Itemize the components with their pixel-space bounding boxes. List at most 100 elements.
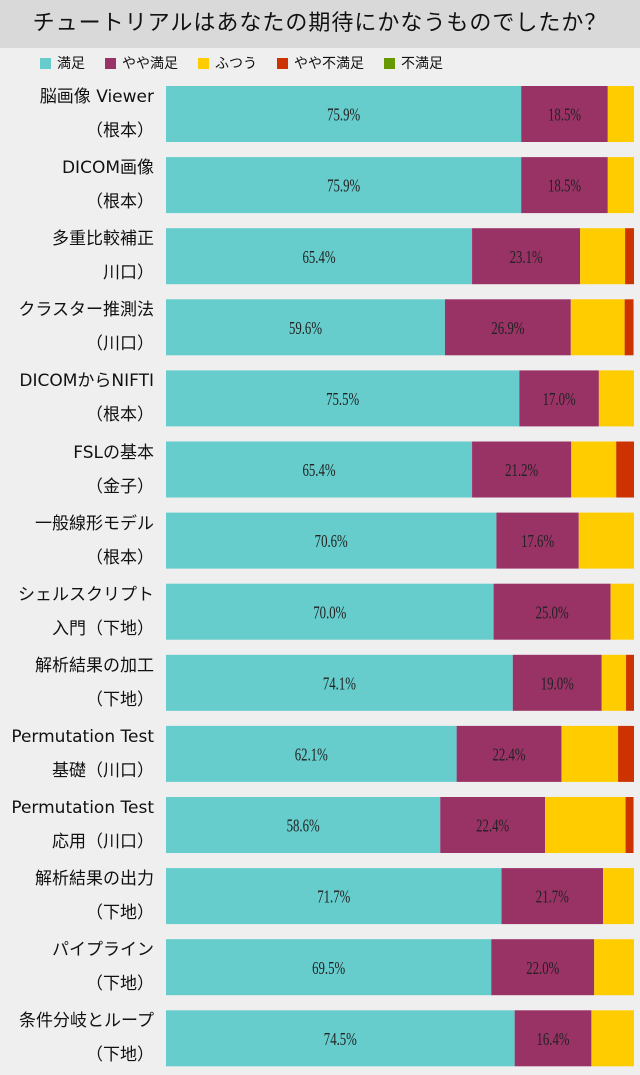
category-label: 条件分岐とループ (19, 1011, 154, 1032)
bar-segment (578, 512, 634, 569)
bar-segment (166, 228, 473, 285)
bar-segment (512, 654, 602, 711)
data-label: 16.4% (537, 1030, 570, 1049)
data-label: 75.5% (326, 390, 359, 409)
bar-segment (598, 370, 634, 427)
data-label: 75.9% (327, 177, 360, 196)
category-label: クラスター推測法 (18, 300, 154, 321)
category-label: 多重比較補正 (52, 229, 154, 250)
legend-item: 満足 (40, 53, 85, 73)
legend-swatch (198, 57, 209, 69)
legend-label: やや満足 (122, 56, 178, 72)
data-label: 17.0% (543, 390, 576, 409)
category-label: （下地） (86, 689, 154, 710)
category-label: 基礎（川口） (52, 760, 154, 781)
bar-segment (571, 441, 617, 498)
bar-segment (166, 370, 520, 427)
bar-segment (521, 86, 608, 142)
category-label: Permutation Test (11, 798, 154, 818)
bar-segment (166, 797, 441, 853)
bar-segment (607, 157, 634, 214)
data-label: 74.1% (323, 675, 356, 694)
bar-segment (496, 512, 579, 569)
data-label: 58.6% (287, 817, 320, 836)
bar-segment (166, 512, 497, 569)
data-label: 65.4% (303, 461, 336, 480)
category-label: 入門（下地） (52, 618, 154, 639)
bar-segment (166, 441, 473, 498)
category-label: （川口） (86, 334, 154, 355)
bar-segment (616, 441, 634, 498)
data-label: 25.0% (536, 603, 569, 622)
bar-segment (625, 228, 634, 285)
bar-segment (607, 86, 634, 142)
bar-segment (440, 797, 546, 853)
category-label: 応用（川口） (52, 832, 154, 852)
bar-segment (521, 157, 608, 214)
category-label: 川口） (103, 263, 154, 284)
category-label: （下地） (86, 903, 154, 924)
data-label: 70.6% (315, 532, 348, 551)
bar-segment (166, 939, 492, 996)
category-label: （金子） (86, 476, 154, 497)
data-label: 21.7% (536, 888, 569, 907)
category-label: DICOM画像 (61, 158, 154, 179)
bar-segment (603, 868, 634, 925)
data-label: 21.2% (505, 461, 538, 480)
data-label: 74.5% (324, 1030, 357, 1049)
data-label: 75.9% (327, 106, 360, 125)
bar-segment (610, 583, 634, 640)
legend-swatch (40, 57, 51, 69)
legend-label: ふつう (215, 56, 257, 72)
bar-segment (472, 228, 581, 285)
data-label: 71.7% (317, 888, 350, 907)
bar-segment (166, 299, 445, 356)
legend: 満足 やや満足 ふつう やや不満足 不満足 (40, 53, 463, 73)
data-label: 22.0% (526, 959, 559, 978)
data-label: 17.6% (521, 532, 554, 551)
bar-segment (561, 725, 619, 782)
bar-segment (580, 228, 626, 285)
category-label: （下地） (86, 974, 154, 995)
category-label: （下地） (86, 1045, 154, 1066)
category-label: 解析結果の出力 (35, 869, 154, 890)
category-label: （根本） (86, 192, 154, 213)
data-label: 18.5% (548, 106, 581, 125)
legend-item: ふつう (198, 53, 257, 73)
data-label: 69.5% (312, 959, 345, 978)
bar-segment (166, 654, 513, 711)
bar-segment (491, 939, 595, 996)
data-label: 18.5% (548, 177, 581, 196)
legend-swatch (105, 57, 116, 69)
legend-label: 満足 (57, 56, 85, 72)
legend-swatch (277, 57, 288, 69)
data-label: 19.0% (541, 675, 574, 694)
bar-segment (601, 654, 627, 711)
bar-segment (166, 868, 502, 925)
category-label: Permutation Test (11, 726, 154, 747)
legend-item: やや不満足 (277, 53, 364, 73)
bar-segment (625, 797, 634, 853)
data-label: 59.6% (289, 319, 322, 338)
data-label: 23.1% (510, 248, 543, 267)
data-label: 22.4% (476, 817, 509, 836)
data-label: 62.1% (295, 746, 328, 765)
data-label: 26.9% (491, 319, 524, 338)
bar-segment (166, 583, 494, 640)
bar-segment (545, 797, 626, 853)
bar-segment (626, 654, 634, 711)
bar-segment (591, 1010, 634, 1067)
legend-item: 不満足 (384, 53, 443, 73)
bar-segment (166, 157, 522, 214)
bar-segment (514, 1010, 592, 1067)
bar-segment (444, 299, 571, 356)
category-label: （根本） (86, 121, 154, 141)
bar-segment (624, 299, 634, 356)
legend-label: やや不満足 (294, 56, 364, 72)
legend-swatch (384, 57, 395, 69)
bar-segment (519, 370, 599, 427)
category-label: FSLの基本 (73, 442, 154, 463)
bar-segment (618, 725, 634, 782)
